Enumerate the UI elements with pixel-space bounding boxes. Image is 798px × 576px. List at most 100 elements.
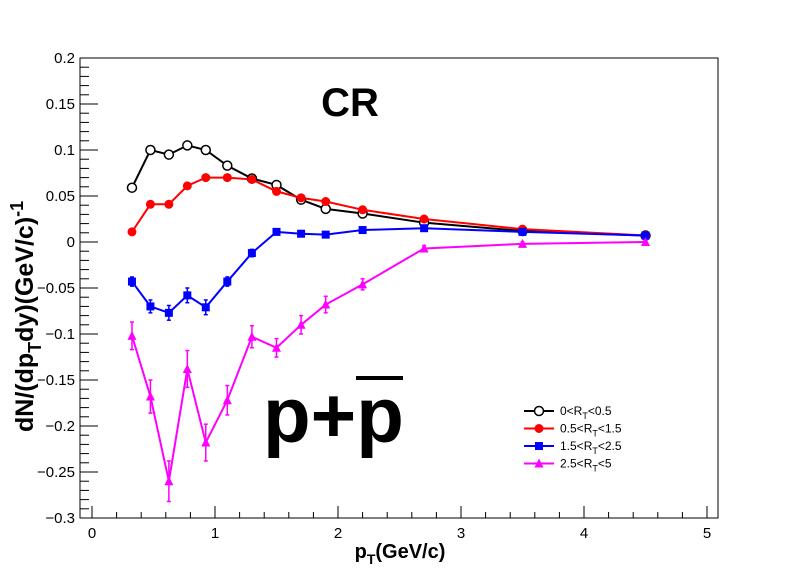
data-point-marker [247,174,257,184]
data-point-marker [126,182,138,193]
data-point-marker [127,277,136,286]
particle-label-antiproton: p [356,371,404,459]
data-point-marker [163,149,175,160]
data-point-marker [321,230,330,239]
y-tick-label: 0.15 [46,96,75,113]
data-point-marker [641,231,650,240]
x-axis-title: pT(GeV/c) [355,541,446,567]
data-point-marker [164,476,174,486]
data-point-marker [533,405,545,417]
x-axis-title-rest: (GeV/c) [375,541,445,563]
data-point-marker [535,442,543,450]
data-point-marker [201,173,211,183]
x-tick-label: 2 [334,525,342,542]
x-tick-label: 1 [211,525,219,542]
data-point-marker [272,227,281,236]
x-tick-label: 4 [580,525,588,542]
y-axis-title: dN/(dpTdy)(GeV/c)-1 [7,201,45,432]
data-point-marker [127,330,137,340]
series-3 [127,224,650,321]
y-tick-label: 0.2 [54,50,75,67]
legend-label-b: <1.5 [598,422,622,436]
series-line [131,241,646,482]
data-point-marker [272,342,281,352]
y-axis-title-b: dy)(GeV/c) [11,217,39,342]
legend-entry-1: 0<RT<0.5 [524,404,612,421]
data-point-marker [182,140,193,151]
data-point-marker [296,193,306,203]
legend-label: 0.5<RT<1.5 [560,422,622,439]
data-point-marker [272,186,281,196]
legend-label-a: 2.5<R [560,457,593,471]
data-point-marker [518,238,527,248]
y-tick-label: 0 [67,234,75,251]
data-point-marker [201,303,210,312]
series-2 [127,173,650,241]
data-point-marker [146,302,155,311]
data-point-marker [164,308,173,317]
legend-label: 0<RT<0.5 [560,404,612,421]
y-axis-title-sub: T [25,342,45,353]
data-point-marker [419,214,429,224]
data-point-marker [534,424,544,433]
data-point-marker [247,331,257,341]
data-point-marker [358,205,368,215]
particle-label-main: p+p [263,371,404,459]
y-tick-label: −0.2 [45,418,75,435]
data-point-marker [183,291,192,300]
legend-label-b: <0.5 [588,404,612,418]
legend-entry-2: 0.5<RT<1.5 [524,422,622,439]
legend-label-a: 1.5<R [560,439,593,453]
y-tick-label: −0.15 [37,372,75,389]
legend-label: 2.5<RT<5 [560,457,612,474]
data-point-marker [127,227,137,237]
data-point-marker [164,199,174,209]
data-point-marker [145,199,155,209]
data-point-marker [358,279,368,289]
legend-label: 1.5<RT<2.5 [560,439,622,456]
y-tick-label: −0.05 [37,280,75,297]
x-tick-label: 3 [457,525,465,542]
legend-label-b: <5 [598,457,612,471]
data-point-marker [297,229,306,238]
series-4 [127,237,650,503]
data-point-marker [222,173,232,183]
x-axis-title-sub: T [367,551,376,567]
data-point-marker [419,243,429,253]
particle-label: p+p [263,371,404,459]
legend-entry-4: 2.5<RT<5 [524,457,612,474]
data-point-marker [182,363,192,373]
legend-label-b: <2.5 [598,439,622,453]
data-point-marker [200,144,212,156]
y-tick-label: 0.1 [54,142,75,159]
y-tick-label: −0.1 [45,326,75,343]
data-point-marker [358,226,367,235]
axes: 0 1 2 3 4 5 −0.3 −0.25 −0.2 −0.15 −0.1 −0.05 0 0.05 0.… [37,50,711,542]
particle-label-plus: p+ [263,371,356,459]
data-point-marker [321,197,331,207]
x-tick-label: 0 [88,525,96,542]
data-point-marker [321,299,331,309]
data-point-marker [641,237,650,246]
data-point-marker [222,160,233,171]
legend-label-sub: T [592,446,598,456]
legend-label-sub: T [582,411,588,421]
legend: 0<RT<0.50.5<RT<1.51.5<RT<2.52.5<RT<5 [524,404,622,474]
y-tick-label: −0.25 [37,464,75,481]
y-tick-label: 0.05 [46,188,75,205]
data-point-marker [222,395,232,405]
y-axis-title-a: dN/(dp [11,353,39,432]
region-annotation: CR [321,81,379,125]
data-point-marker [534,458,544,468]
legend-label-sub: T [592,464,598,474]
data-point-marker [420,224,429,233]
x-axis-title-p: p [355,541,367,563]
data-point-marker [145,144,156,156]
x-tick-label: 5 [703,525,711,542]
data-point-marker [247,249,256,258]
y-tick-label: −0.3 [45,510,75,527]
data-point-marker [518,227,527,236]
data-point-marker [296,319,306,329]
data-point-marker [145,391,155,401]
